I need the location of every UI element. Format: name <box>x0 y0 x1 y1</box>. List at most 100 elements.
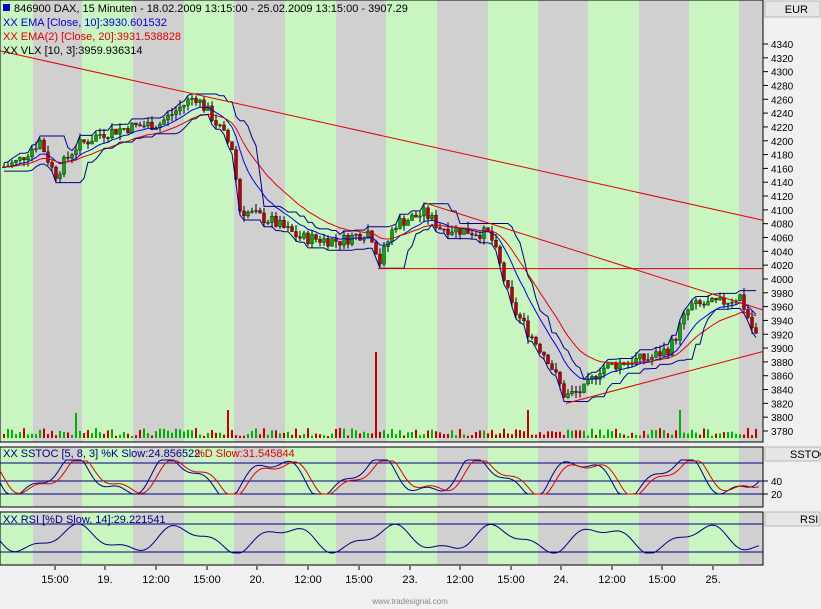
candle-body <box>198 99 202 103</box>
candle-body <box>650 357 654 360</box>
volume-bar <box>331 433 333 438</box>
price-panel-frame <box>0 0 764 443</box>
candle-body <box>438 227 442 230</box>
candle-body <box>510 286 514 303</box>
volume-bar <box>675 430 677 438</box>
candle-body <box>134 122 138 125</box>
volume-bar <box>251 430 253 438</box>
candle-body <box>750 317 754 328</box>
volume-bar <box>715 433 717 438</box>
volume-bar <box>427 430 429 438</box>
volume-bar <box>659 428 661 438</box>
candle-body <box>382 246 386 265</box>
session-band <box>538 0 588 442</box>
candle-body <box>406 220 410 226</box>
candle-body <box>142 125 146 128</box>
candle-body <box>606 363 610 369</box>
session-band <box>739 0 763 442</box>
sstoc-legend-d: %D Slow:31.545844 <box>195 448 295 460</box>
volume-bar <box>683 432 685 438</box>
volume-bar <box>59 430 61 438</box>
volume-bar <box>211 430 213 438</box>
volume-bar <box>259 434 261 438</box>
volume-bar <box>751 435 753 438</box>
volume-bar <box>267 434 269 438</box>
volume-bar <box>435 431 437 438</box>
time-axis[interactable]: 15:00 19. 12:00 15:00 20. 12:00 15:00 23. 12:00 1… <box>41 566 721 586</box>
candle-body <box>210 105 214 121</box>
ema20-line <box>3 113 757 364</box>
candle-body <box>410 214 414 221</box>
candle-body <box>274 215 278 227</box>
volume-bar <box>203 435 205 438</box>
session-band <box>33 0 82 442</box>
candle-body <box>294 231 298 237</box>
time-tick-label: 23. <box>402 574 417 586</box>
candle-body <box>702 303 706 306</box>
volume-bar <box>591 428 593 438</box>
session-band <box>488 512 538 565</box>
candle-body <box>450 231 454 235</box>
time-tick-label: 24. <box>553 574 568 586</box>
price-tick-label: 4080 <box>771 220 794 231</box>
price-axis[interactable]: 3780 3800 3820 3840 3860 3880 3900 3920 3940 3960… <box>763 40 794 438</box>
time-tick-label: 20. <box>249 574 264 586</box>
volume-bar <box>419 435 421 438</box>
price-tick-label: 4320 <box>771 54 794 65</box>
candle-body <box>502 262 506 281</box>
volume-bar <box>135 435 137 438</box>
volume-bar <box>487 433 489 438</box>
volume-bar <box>467 435 469 438</box>
candle-body <box>658 351 662 357</box>
candle-body <box>662 348 666 357</box>
volume-bar <box>35 434 37 438</box>
session-band <box>689 0 739 442</box>
volume-bar <box>223 434 225 438</box>
volume-bar <box>595 434 597 438</box>
volume-bar <box>483 430 485 438</box>
candle-body <box>170 114 174 116</box>
candle-body <box>334 238 338 242</box>
volume-bar <box>83 433 85 438</box>
candle-body <box>574 391 578 393</box>
volume-bar <box>515 429 517 438</box>
volume-bar <box>527 410 529 438</box>
volume-bar <box>111 429 113 438</box>
candle-body <box>278 220 282 227</box>
session-band <box>184 512 234 565</box>
candle-body <box>670 339 674 356</box>
session-bands <box>0 0 763 565</box>
volume-bar <box>579 430 581 438</box>
volume-bar <box>439 432 441 438</box>
volume-bar <box>687 433 689 438</box>
price-tick-label: 4060 <box>771 234 794 245</box>
candle-body <box>162 119 166 125</box>
volume-bar <box>431 429 433 438</box>
volume-bar <box>451 430 453 438</box>
candle-body <box>570 391 574 394</box>
volume-bar <box>155 431 157 438</box>
candle-body <box>54 166 58 179</box>
volume-bar <box>739 434 741 438</box>
candle-body <box>522 317 526 322</box>
volume-bar <box>271 430 273 438</box>
candle-body <box>546 354 550 364</box>
time-tick-label: 19. <box>97 574 112 586</box>
volume-bar <box>671 434 673 438</box>
candle-body <box>578 391 582 393</box>
price-tick-label: 4000 <box>771 275 794 286</box>
volume-bar <box>635 434 637 438</box>
session-band <box>82 512 133 565</box>
candle-body <box>682 314 686 325</box>
candle-body <box>30 149 34 157</box>
time-tick-label: 15:00 <box>497 574 525 586</box>
volume-bar <box>587 435 589 438</box>
volume-bar <box>335 429 337 438</box>
candle-body <box>186 99 190 106</box>
volume-bar <box>323 435 325 438</box>
volume-bar <box>147 433 149 438</box>
volume-bar <box>403 435 405 438</box>
candle-body <box>350 234 354 245</box>
candle-body <box>394 228 398 231</box>
volume-bar <box>79 430 81 438</box>
